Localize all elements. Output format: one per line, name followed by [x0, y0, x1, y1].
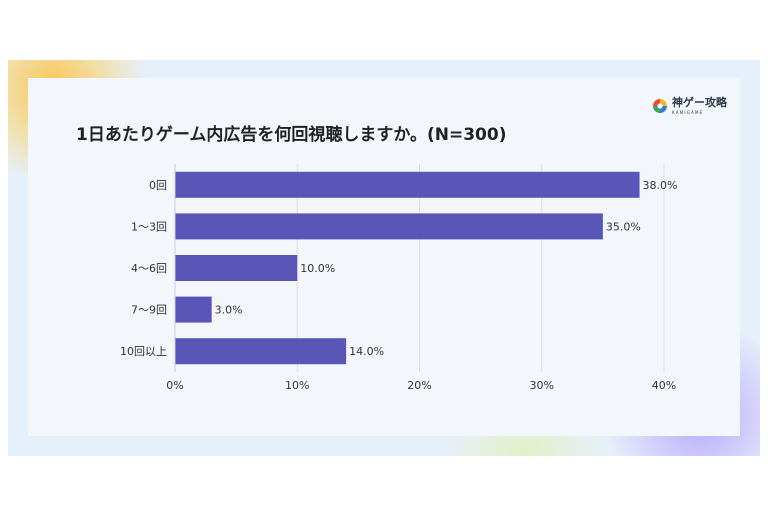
data-label: 35.0% [606, 220, 641, 233]
x-tick-label: 20% [407, 379, 431, 392]
logo-icon [653, 99, 667, 113]
bar [175, 213, 603, 240]
category-label: 7〜9回 [131, 304, 167, 317]
x-tick-label: 10% [285, 379, 309, 392]
x-tick-label: 30% [530, 379, 554, 392]
x-tick-label: 0% [166, 379, 183, 392]
bar [175, 296, 212, 323]
bar [175, 171, 640, 198]
data-label: 10.0% [300, 262, 335, 275]
category-label: 4〜6回 [131, 262, 167, 275]
logo-text: 神ゲー攻略 [672, 96, 727, 109]
category-label: 10回以上 [120, 345, 167, 358]
data-label: 3.0% [215, 304, 243, 317]
bar [175, 255, 298, 281]
logo-subtext: KAMIGAME [672, 110, 704, 115]
brand-logo: 神ゲー攻略 KAMIGAME [652, 95, 727, 117]
bar [175, 338, 347, 365]
chart-card [28, 78, 740, 436]
data-label: 14.0% [349, 345, 384, 358]
chart-title: 1日あたりゲーム内広告を何回視聴しますか。(N=300) [76, 125, 507, 145]
category-label: 0回 [149, 179, 167, 192]
x-tick-label: 40% [652, 379, 676, 392]
category-label: 1〜3回 [131, 220, 167, 233]
data-label: 38.0% [643, 179, 678, 192]
